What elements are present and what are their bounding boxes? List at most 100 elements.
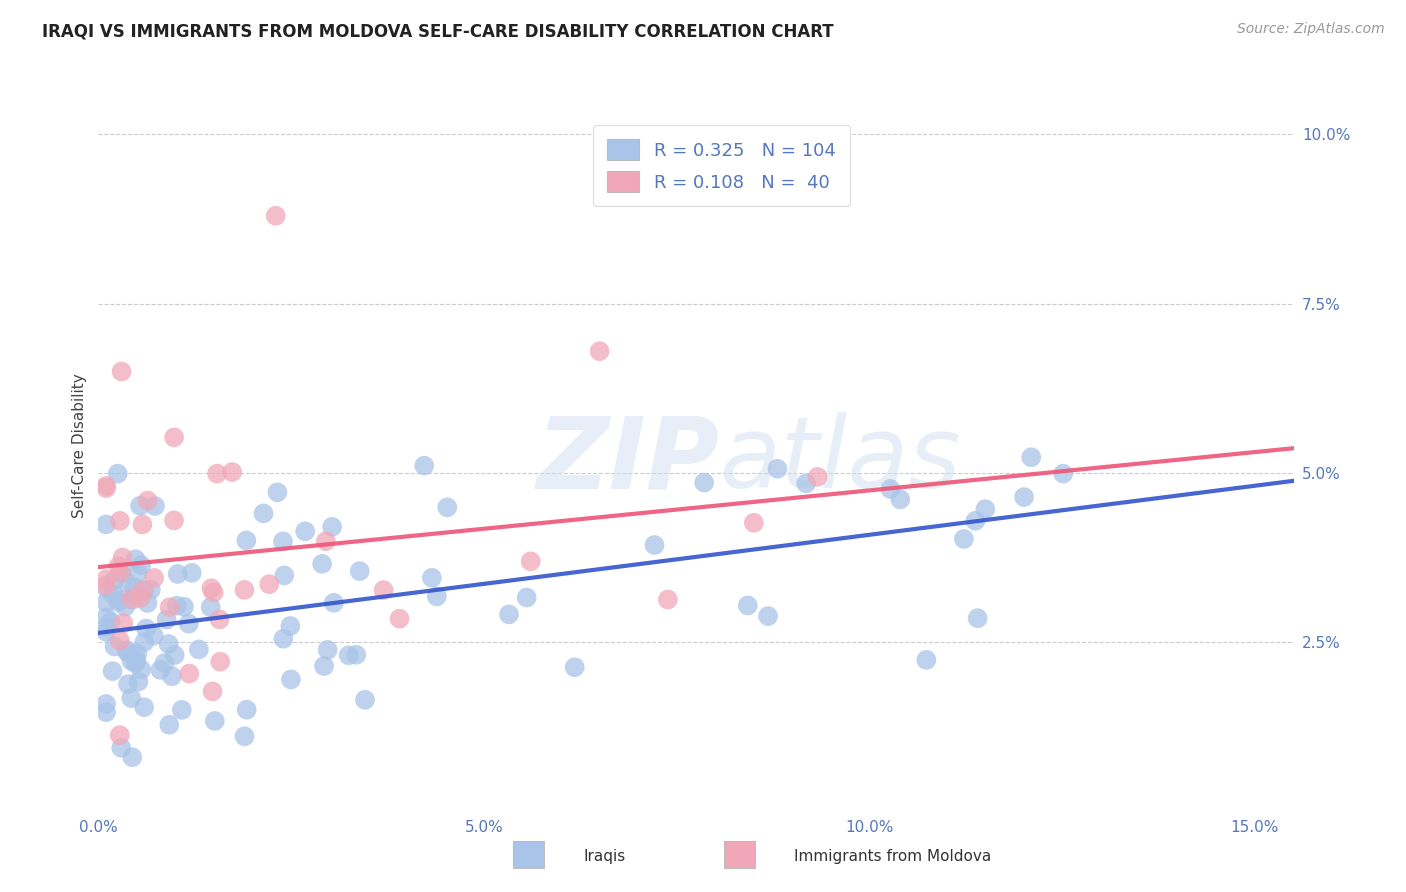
Point bbox=[143, 499, 166, 513]
Point bbox=[103, 640, 125, 654]
Point bbox=[117, 677, 139, 691]
Point bbox=[96, 582, 118, 597]
Point bbox=[94, 624, 117, 639]
Point bbox=[564, 660, 586, 674]
Point bbox=[111, 550, 134, 565]
Point bbox=[588, 344, 610, 359]
Point bbox=[233, 729, 256, 743]
Point bbox=[889, 492, 911, 507]
Point bbox=[953, 532, 976, 546]
Point bbox=[252, 507, 274, 521]
Point bbox=[142, 629, 165, 643]
Point bbox=[209, 655, 232, 669]
Text: Source: ZipAtlas.com: Source: ZipAtlas.com bbox=[1237, 22, 1385, 37]
Point bbox=[312, 659, 335, 673]
Point bbox=[271, 534, 294, 549]
Point bbox=[94, 596, 117, 610]
Point bbox=[103, 587, 125, 601]
Point bbox=[163, 648, 186, 662]
Point bbox=[166, 599, 188, 613]
Point bbox=[121, 654, 143, 668]
Point bbox=[349, 564, 371, 578]
Point bbox=[139, 582, 162, 597]
Point bbox=[159, 600, 181, 615]
Point bbox=[657, 592, 679, 607]
Point bbox=[266, 485, 288, 500]
Point bbox=[273, 568, 295, 582]
Point bbox=[160, 669, 183, 683]
Point bbox=[388, 612, 411, 626]
Point bbox=[156, 613, 179, 627]
Point bbox=[200, 600, 222, 615]
Point bbox=[965, 514, 987, 528]
Point bbox=[94, 481, 117, 495]
Point bbox=[344, 648, 367, 662]
Point bbox=[107, 467, 129, 481]
Point bbox=[135, 622, 157, 636]
Point bbox=[104, 573, 127, 587]
Point bbox=[114, 599, 136, 614]
Point bbox=[153, 656, 176, 670]
Point bbox=[131, 663, 153, 677]
Point bbox=[100, 615, 122, 629]
Point bbox=[108, 728, 131, 742]
Point bbox=[1019, 450, 1042, 465]
Point bbox=[436, 500, 458, 515]
Point bbox=[426, 590, 449, 604]
Point bbox=[966, 611, 988, 625]
Point bbox=[280, 673, 302, 687]
Point bbox=[766, 462, 789, 476]
Point bbox=[94, 620, 117, 634]
Point bbox=[205, 467, 228, 481]
Point bbox=[373, 583, 395, 598]
Point bbox=[108, 514, 131, 528]
Point bbox=[420, 571, 443, 585]
Point bbox=[143, 571, 166, 585]
Text: IRAQI VS IMMIGRANTS FROM MOLDOVA SELF-CARE DISABILITY CORRELATION CHART: IRAQI VS IMMIGRANTS FROM MOLDOVA SELF-CA… bbox=[42, 22, 834, 40]
Point bbox=[233, 582, 256, 597]
Point bbox=[121, 750, 143, 764]
Point bbox=[204, 714, 226, 728]
Point bbox=[134, 700, 156, 714]
Y-axis label: Self-Care Disability: Self-Care Disability bbox=[72, 374, 87, 518]
Point bbox=[136, 596, 159, 610]
Point bbox=[94, 479, 117, 493]
Point bbox=[110, 566, 132, 580]
Point bbox=[879, 482, 901, 496]
Point bbox=[200, 582, 222, 596]
Point bbox=[157, 637, 180, 651]
Point bbox=[149, 663, 172, 677]
Point bbox=[163, 430, 186, 444]
Point bbox=[115, 643, 138, 657]
Point bbox=[157, 718, 180, 732]
Point bbox=[132, 583, 155, 598]
Point bbox=[94, 578, 117, 592]
Point bbox=[121, 592, 143, 607]
Legend: R = 0.325   N = 104, R = 0.108   N =  40: R = 0.325 N = 104, R = 0.108 N = 40 bbox=[592, 125, 851, 206]
Point bbox=[94, 705, 117, 719]
Point bbox=[311, 557, 333, 571]
Point bbox=[110, 740, 132, 755]
Point bbox=[337, 648, 360, 663]
Point bbox=[166, 566, 188, 581]
Point bbox=[136, 493, 159, 508]
Point bbox=[173, 599, 195, 614]
Point bbox=[177, 616, 200, 631]
Point bbox=[94, 517, 117, 532]
Point bbox=[127, 647, 149, 661]
Point bbox=[94, 572, 117, 586]
Point bbox=[131, 517, 153, 532]
Point bbox=[806, 470, 828, 484]
Point bbox=[737, 599, 759, 613]
Text: ZIP: ZIP bbox=[537, 412, 720, 509]
Point bbox=[122, 581, 145, 595]
Point bbox=[115, 575, 138, 590]
Point bbox=[125, 653, 148, 667]
Point bbox=[354, 693, 377, 707]
Point bbox=[294, 524, 316, 539]
Point bbox=[1052, 467, 1074, 481]
Point bbox=[644, 538, 666, 552]
Point bbox=[101, 664, 124, 678]
Point bbox=[170, 703, 193, 717]
Point bbox=[315, 534, 337, 549]
